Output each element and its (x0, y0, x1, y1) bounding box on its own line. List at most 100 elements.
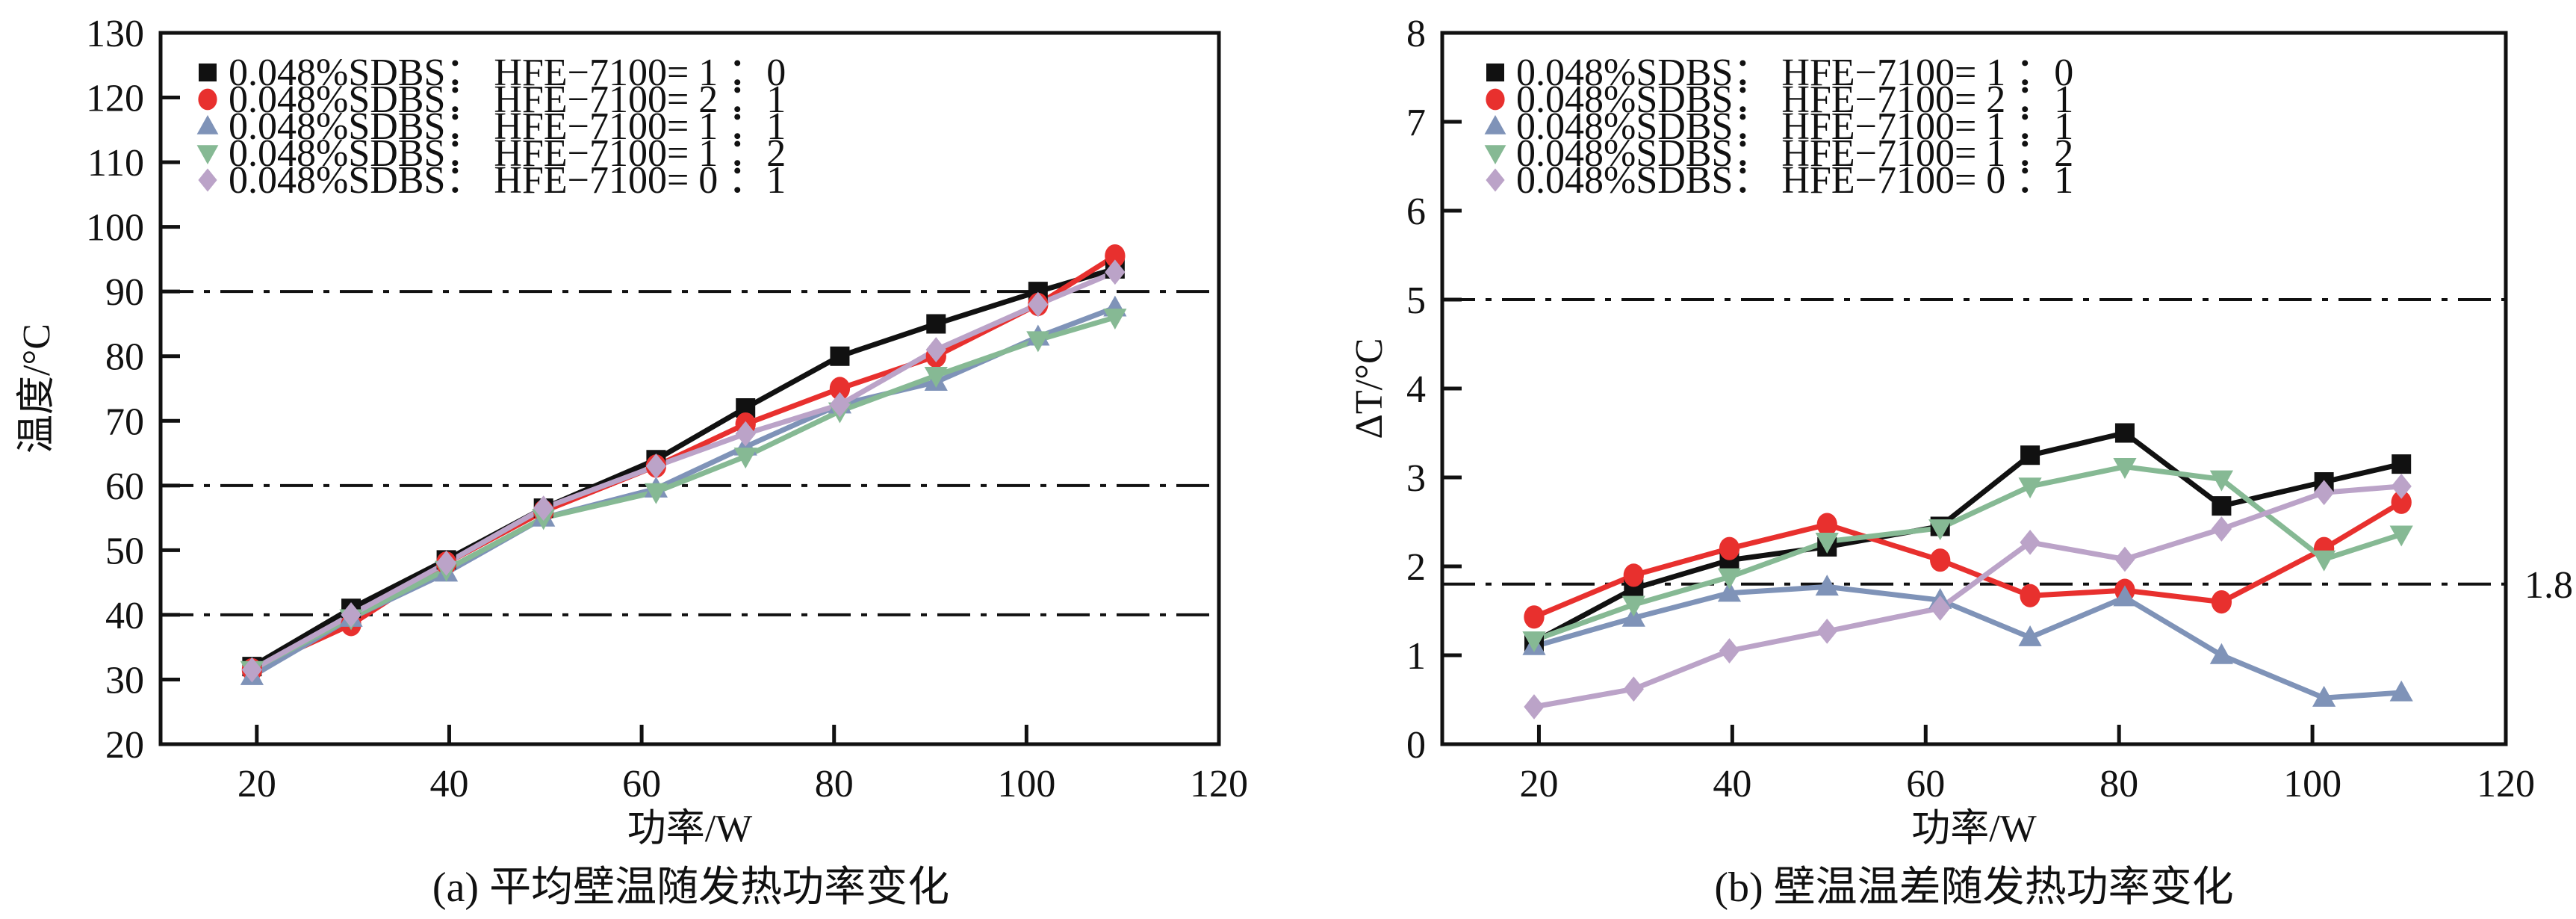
y-tick-label: 8 (1406, 13, 1426, 55)
legend-entry-1: 0.048%SDBS： HFE−7100= 2 ：1 (1516, 78, 2073, 121)
y-tick-label: 70 (105, 400, 144, 443)
data-point-series-0 (926, 314, 946, 334)
data-point-series-4 (435, 550, 457, 576)
y-tick-label: 120 (86, 78, 144, 120)
data-point-series-4 (341, 602, 361, 628)
y-tick-label: 80 (105, 336, 144, 379)
chart-panel-a: 20 30 40 50 60 70 80 90 100 110 120 130 20 40 60 80 100 1… (16, 13, 1248, 911)
data-point-series-4 (2211, 516, 2232, 542)
x-tick-label: 100 (997, 763, 1055, 805)
legend-entry-4: 0.048%SDBS： HFE−7100= 0 ：1 (1516, 159, 2073, 202)
figure-caption: (b) 壁温温差随发热功率变化 (1714, 864, 2233, 911)
data-point-series-4 (533, 495, 554, 522)
legend-marker-4 (198, 168, 217, 192)
data-point-series-1 (1816, 513, 1837, 536)
data-point-series-3 (924, 366, 948, 388)
data-point-series-4 (1623, 676, 1644, 702)
data-point-series-4 (1524, 694, 1545, 720)
data-point-series-2 (2389, 680, 2413, 702)
data-point-series-4 (2114, 546, 2135, 572)
x-axis-title: 功率/W (1911, 808, 2037, 850)
data-point-series-1 (1105, 244, 1126, 268)
x-tick-label: 120 (2477, 763, 2535, 805)
data-point-series-4 (1719, 638, 1740, 663)
data-point-series-4 (2020, 529, 2040, 555)
y-tick-label: 110 (87, 142, 144, 185)
data-point-series-3 (2018, 477, 2042, 499)
legend-entry-3: 0.048%SDBS： HFE−7100= 1 ：2 (1516, 132, 2073, 175)
data-point-series-3 (2312, 550, 2336, 572)
series-line-4 (1533, 483, 2402, 710)
data-point-series-4 (2391, 474, 2412, 499)
data-point-series-4 (829, 392, 851, 418)
y-tick-label: 0 (1406, 724, 1426, 767)
legend-marker-0 (1486, 64, 1504, 81)
legend-marker-3 (196, 145, 219, 164)
data-point-series-4 (1105, 259, 1126, 285)
y-tick-label: 50 (105, 530, 144, 572)
data-point-series-4 (241, 657, 263, 683)
data-point-series-2 (2312, 685, 2336, 707)
y-tick-label: 60 (105, 465, 144, 508)
figure-caption: (a) 平均壁温随发热功率变化 (432, 864, 949, 911)
legend-entry-4: 0.048%SDBS： HFE−7100= 0 ：1 (229, 159, 786, 202)
series-line-3 (1533, 464, 2403, 643)
x-tick-label: 120 (1190, 763, 1248, 805)
data-point-series-3 (2113, 458, 2137, 479)
legend-entry-1: 0.048%SDBS： HFE−7100= 2 ：1 (229, 78, 786, 121)
data-point-series-1 (2391, 490, 2412, 514)
y-tick-label: 6 (1406, 191, 1426, 233)
data-point-series-4 (1930, 595, 1951, 621)
legend-marker-0 (199, 64, 217, 81)
data-point-series-3 (1815, 532, 1839, 554)
x-tick-label: 100 (2283, 763, 2341, 805)
data-point-series-3 (733, 448, 757, 469)
data-point-series-3 (1522, 631, 1546, 653)
series-line-1 (250, 253, 1117, 672)
data-point-series-4 (1028, 291, 1049, 318)
data-point-series-4 (735, 421, 756, 447)
data-point-series-4 (645, 453, 667, 479)
legend-entry-2: 0.048%SDBS： HFE−7100= 1 ：1 (1516, 105, 2073, 148)
series-line-4 (250, 269, 1117, 672)
data-point-series-2 (1815, 575, 1839, 596)
x-tick-label: 20 (1519, 763, 1558, 805)
data-point-series-3 (1928, 519, 1952, 541)
data-point-series-2 (1717, 581, 1742, 602)
y-tick-label: 130 (86, 13, 144, 55)
legend-entry-3: 0.048%SDBS： HFE−7100= 1 ：2 (229, 132, 786, 175)
y-tick-label: 7 (1406, 102, 1426, 144)
data-point-series-4 (1816, 618, 1837, 644)
data-point-series-1 (829, 377, 851, 400)
legend-entry-2: 0.048%SDBS： HFE−7100= 1 ：1 (229, 105, 786, 148)
series-line-0 (250, 266, 1116, 669)
data-point-series-0 (2020, 445, 2040, 465)
legend-marker-1 (1486, 88, 1505, 111)
x-tick-label: 20 (238, 763, 276, 805)
x-axis-title: 功率/W (627, 808, 753, 850)
y-tick-label: 90 (105, 271, 144, 314)
data-point-series-3 (2389, 525, 2413, 547)
y-tick-label: 5 (1406, 279, 1426, 322)
data-point-series-2 (2209, 643, 2234, 664)
legend-marker-3 (1484, 145, 1506, 164)
series-line-0 (1533, 430, 2402, 645)
data-point-series-0 (830, 346, 850, 366)
data-point-series-1 (1719, 536, 1740, 560)
legend-marker-1 (198, 88, 217, 111)
x-tick-label: 80 (815, 763, 854, 805)
x-tick-label: 60 (622, 763, 661, 805)
data-point-series-1 (2020, 584, 2040, 607)
chart-panel-b: 0 1 2 3 4 5 6 7 8 20 40 60 80 100 120 功率/W ΔT/°C (b) 壁温温差… (1348, 13, 2573, 911)
data-point-series-3 (1103, 309, 1127, 330)
reference-line-label: 1.8 (2524, 564, 2573, 607)
series-line-3 (250, 315, 1116, 672)
legend-marker-4 (1486, 168, 1505, 192)
data-point-series-1 (1623, 563, 1644, 587)
legend-marker-2 (1484, 115, 1506, 134)
series-line-2 (250, 305, 1117, 679)
data-point-series-2 (2018, 625, 2042, 646)
legend-marker-2 (196, 115, 219, 134)
data-point-series-1 (2211, 590, 2232, 614)
